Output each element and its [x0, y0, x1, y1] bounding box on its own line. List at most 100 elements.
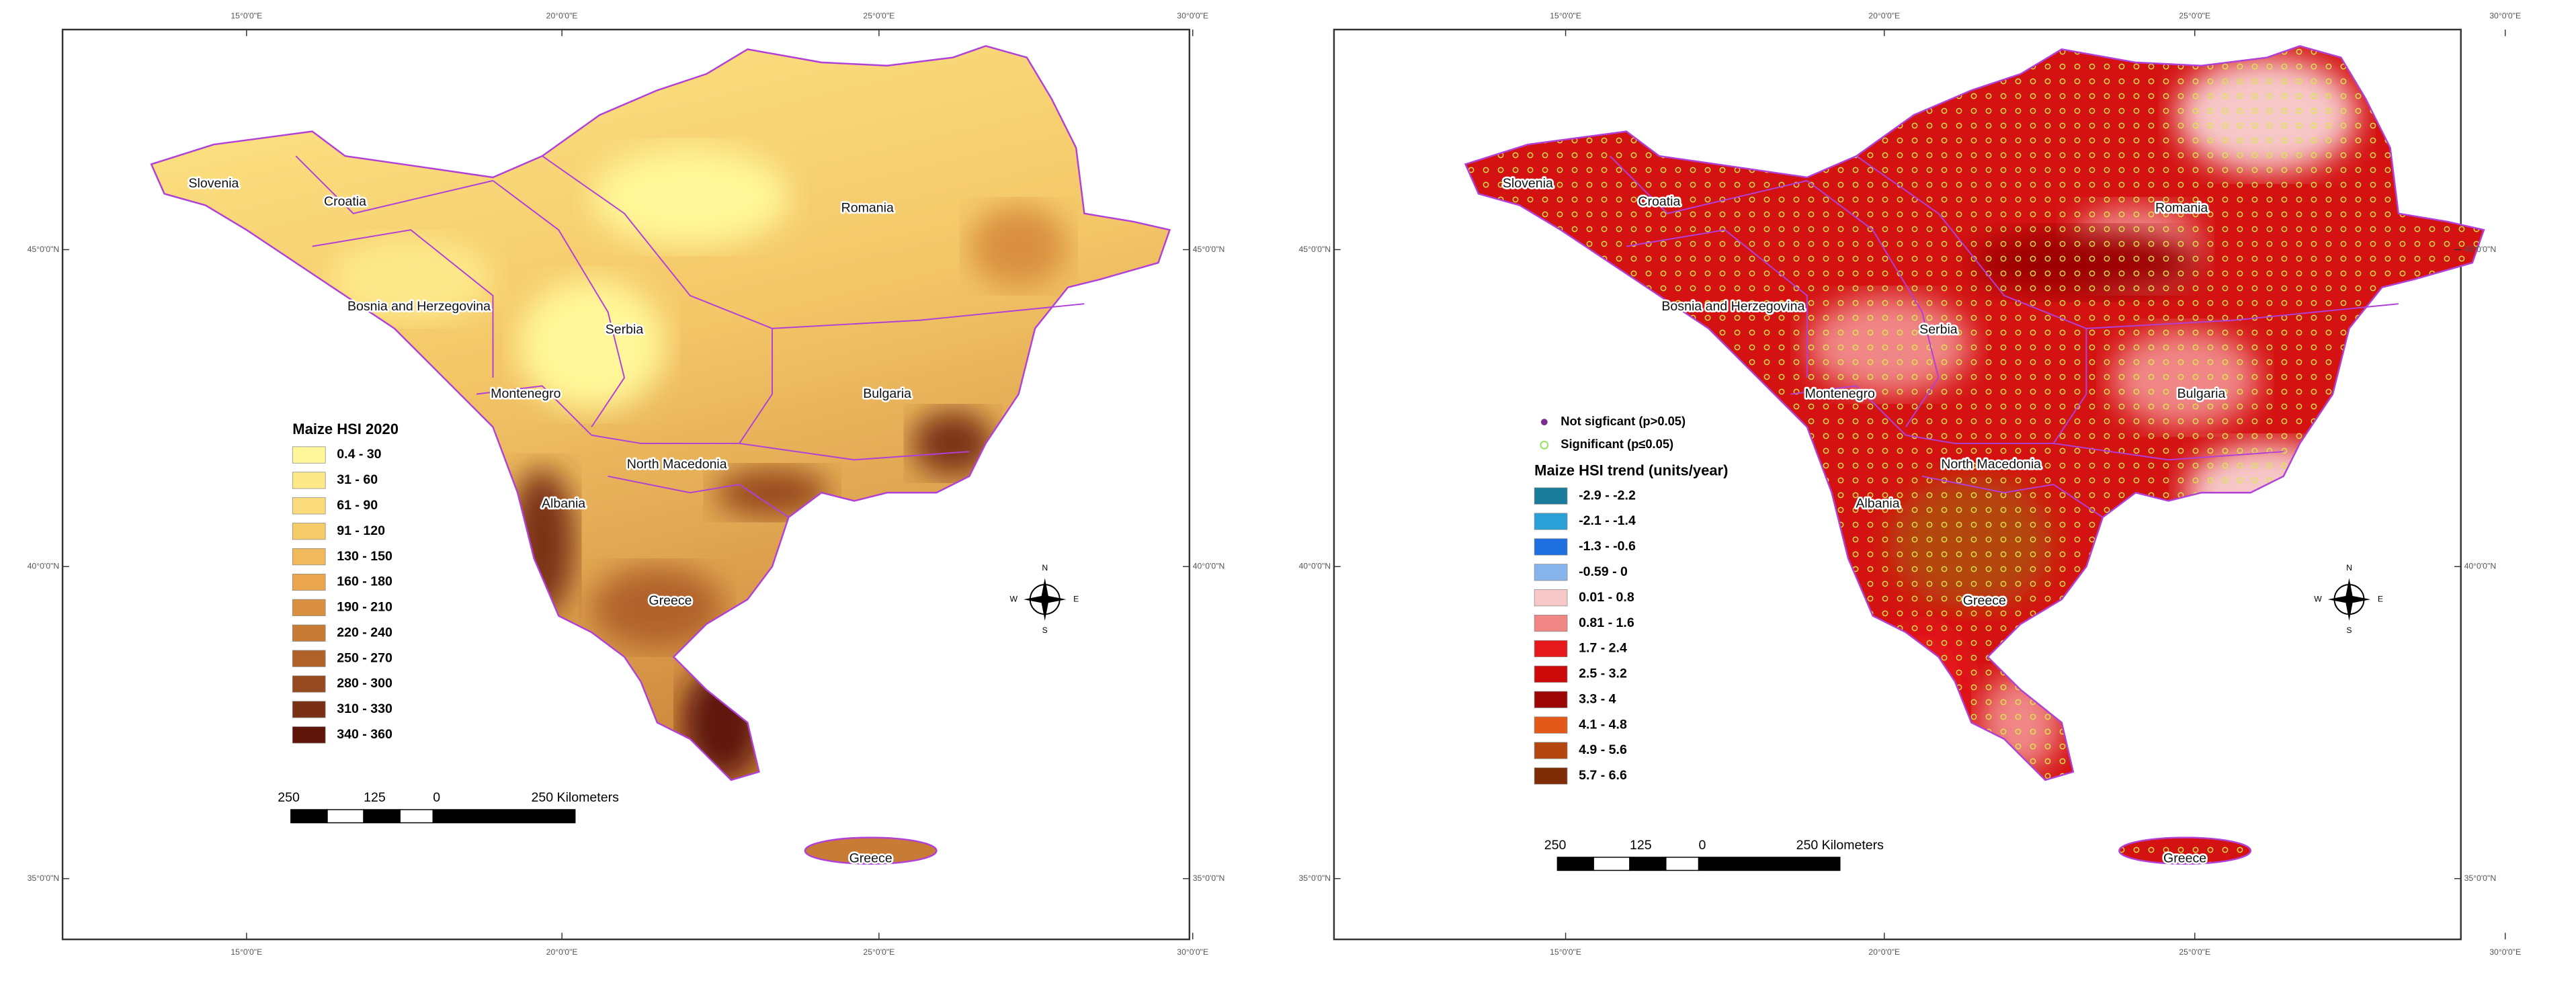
- legend-swatch: [1534, 767, 1568, 785]
- coastline: [2118, 836, 2252, 865]
- legend-label: 2.5 - 3.2: [1579, 667, 1627, 681]
- country-border: [739, 442, 970, 461]
- compass-letter: W: [2314, 594, 2322, 603]
- scale-bar-segment: [363, 809, 401, 824]
- country-label: Serbia: [1919, 322, 1958, 337]
- country-border: [1806, 180, 1940, 428]
- country-border: [476, 385, 592, 436]
- longitude-label: 25°0'0"E: [863, 11, 895, 21]
- coastline: [1464, 45, 2485, 781]
- legend-label: 130 - 150: [337, 549, 392, 564]
- legend-swatch: [292, 497, 326, 515]
- legend-label: 220 - 240: [337, 625, 392, 640]
- country-label: Greece: [649, 593, 692, 608]
- hsi-zone: [591, 566, 723, 649]
- country-border: [2053, 442, 2284, 461]
- latitude-label: 40°0'0"N: [1193, 562, 1225, 571]
- legend-swatch: [292, 726, 326, 744]
- country-label: Slovenia: [188, 176, 239, 191]
- legend-swatch: [292, 624, 326, 642]
- legend-label: 0.4 - 30: [337, 447, 381, 462]
- longitude-label: 20°0'0"E: [1868, 947, 1900, 957]
- country-label: North Macedonia: [627, 457, 727, 472]
- hsi-zone: [329, 238, 493, 320]
- country-label: Bulgaria: [2177, 386, 2226, 401]
- legend-label: 0.81 - 1.6: [1579, 615, 1634, 630]
- compass-letter: N: [1042, 563, 1048, 572]
- legend-label: 160 - 180: [337, 574, 392, 589]
- latitude-label: 45°0'0"N: [2464, 245, 2497, 254]
- legend-swatch: [1534, 487, 1568, 505]
- scale-bar-label: 250 Kilometers: [1796, 838, 1884, 853]
- legend-symbol: [1540, 419, 1548, 426]
- legend-label: Not sigficant (p>0.05): [1561, 414, 1686, 428]
- legend-swatch: [1534, 691, 1568, 708]
- legend-swatch: [1534, 742, 1568, 759]
- legend-swatch: [1534, 665, 1568, 683]
- hsi-zone: [911, 411, 994, 476]
- legend-label: 5.7 - 6.6: [1579, 768, 1627, 783]
- latitude-label: 35°0'0"N: [28, 873, 60, 883]
- country-label: Croatia: [1638, 194, 1680, 209]
- legend-swatch: [292, 599, 326, 616]
- latitude-label: 45°0'0"N: [1298, 245, 1331, 254]
- legend-label: 340 - 360: [337, 727, 392, 742]
- country-label: Bulgaria: [863, 386, 911, 401]
- compass-letter: N: [2346, 563, 2352, 572]
- country-border: [312, 229, 494, 378]
- country-label: Montenegro: [491, 386, 560, 401]
- legend-label: 3.3 - 4: [1579, 691, 1616, 706]
- latitude-label: 45°0'0"N: [28, 245, 60, 254]
- legend-title: Maize HSI trend (units/year): [1534, 462, 1728, 478]
- scale-bar-label: 0: [1699, 838, 1706, 853]
- scale-bar-segment: [1593, 857, 1630, 871]
- coastline: [150, 45, 1171, 781]
- country-label: Montenegro: [1805, 386, 1875, 401]
- scale-bar-segment: [1698, 857, 1841, 871]
- longitude-label: 30°0'0"E: [1177, 11, 1208, 21]
- compass-letter: E: [1073, 594, 1079, 603]
- scale-bar-label: 250 Kilometers: [531, 790, 619, 805]
- legend-swatch: [1534, 615, 1568, 632]
- legend-label: 4.9 - 5.6: [1579, 742, 1627, 757]
- latitude-label: 35°0'0"N: [1298, 873, 1331, 883]
- legend-swatch: [1534, 513, 1568, 530]
- compass-letter: S: [2346, 626, 2352, 635]
- legend-label: -2.1 - -1.4: [1579, 513, 1636, 528]
- legend-label: 280 - 300: [337, 676, 392, 691]
- legend-swatch: [1534, 716, 1568, 734]
- scale-bar-label: 0: [433, 790, 440, 805]
- scale-bar-segment: [399, 809, 433, 824]
- legend-swatch: [292, 701, 326, 718]
- scale-bar-label: 250: [1544, 838, 1567, 853]
- country-border: [295, 155, 493, 214]
- legend-swatch: [292, 675, 326, 693]
- legend-label: 61 - 90: [337, 498, 378, 513]
- legend-label: 1.7 - 2.4: [1579, 641, 1627, 656]
- legend-swatch: [292, 446, 326, 464]
- legend-swatch: [292, 650, 326, 667]
- longitude-label: 25°0'0"E: [863, 947, 895, 957]
- legend-label: 91 - 120: [337, 523, 385, 538]
- longitude-label: 15°0'0"E: [231, 11, 262, 21]
- country-border: [542, 155, 1085, 329]
- legend-label: -0.59 - 0: [1579, 564, 1628, 579]
- latitude-label: 40°0'0"N: [2464, 562, 2497, 571]
- scale-bar-label: 125: [1630, 838, 1652, 853]
- country-label: Bosnia and Herzegovina: [1661, 299, 1804, 314]
- compass-letter: S: [1042, 626, 1048, 635]
- legend-label: -1.3 - -0.6: [1579, 539, 1636, 554]
- legend-label: 0.01 - 0.8: [1579, 590, 1634, 605]
- latitude-label: 45°0'0"N: [1193, 245, 1225, 254]
- country-label: Albania: [542, 497, 585, 511]
- legend-label: 250 - 270: [337, 650, 392, 665]
- country-label: Slovenia: [1503, 176, 1553, 191]
- country-border: [1856, 155, 2399, 329]
- legend-symbol: [1540, 440, 1549, 449]
- scale-bar-segment: [327, 809, 364, 824]
- scale-bar-segment: [1556, 857, 1594, 871]
- scale-bar-segment: [290, 809, 328, 824]
- longitude-label: 20°0'0"E: [546, 947, 578, 957]
